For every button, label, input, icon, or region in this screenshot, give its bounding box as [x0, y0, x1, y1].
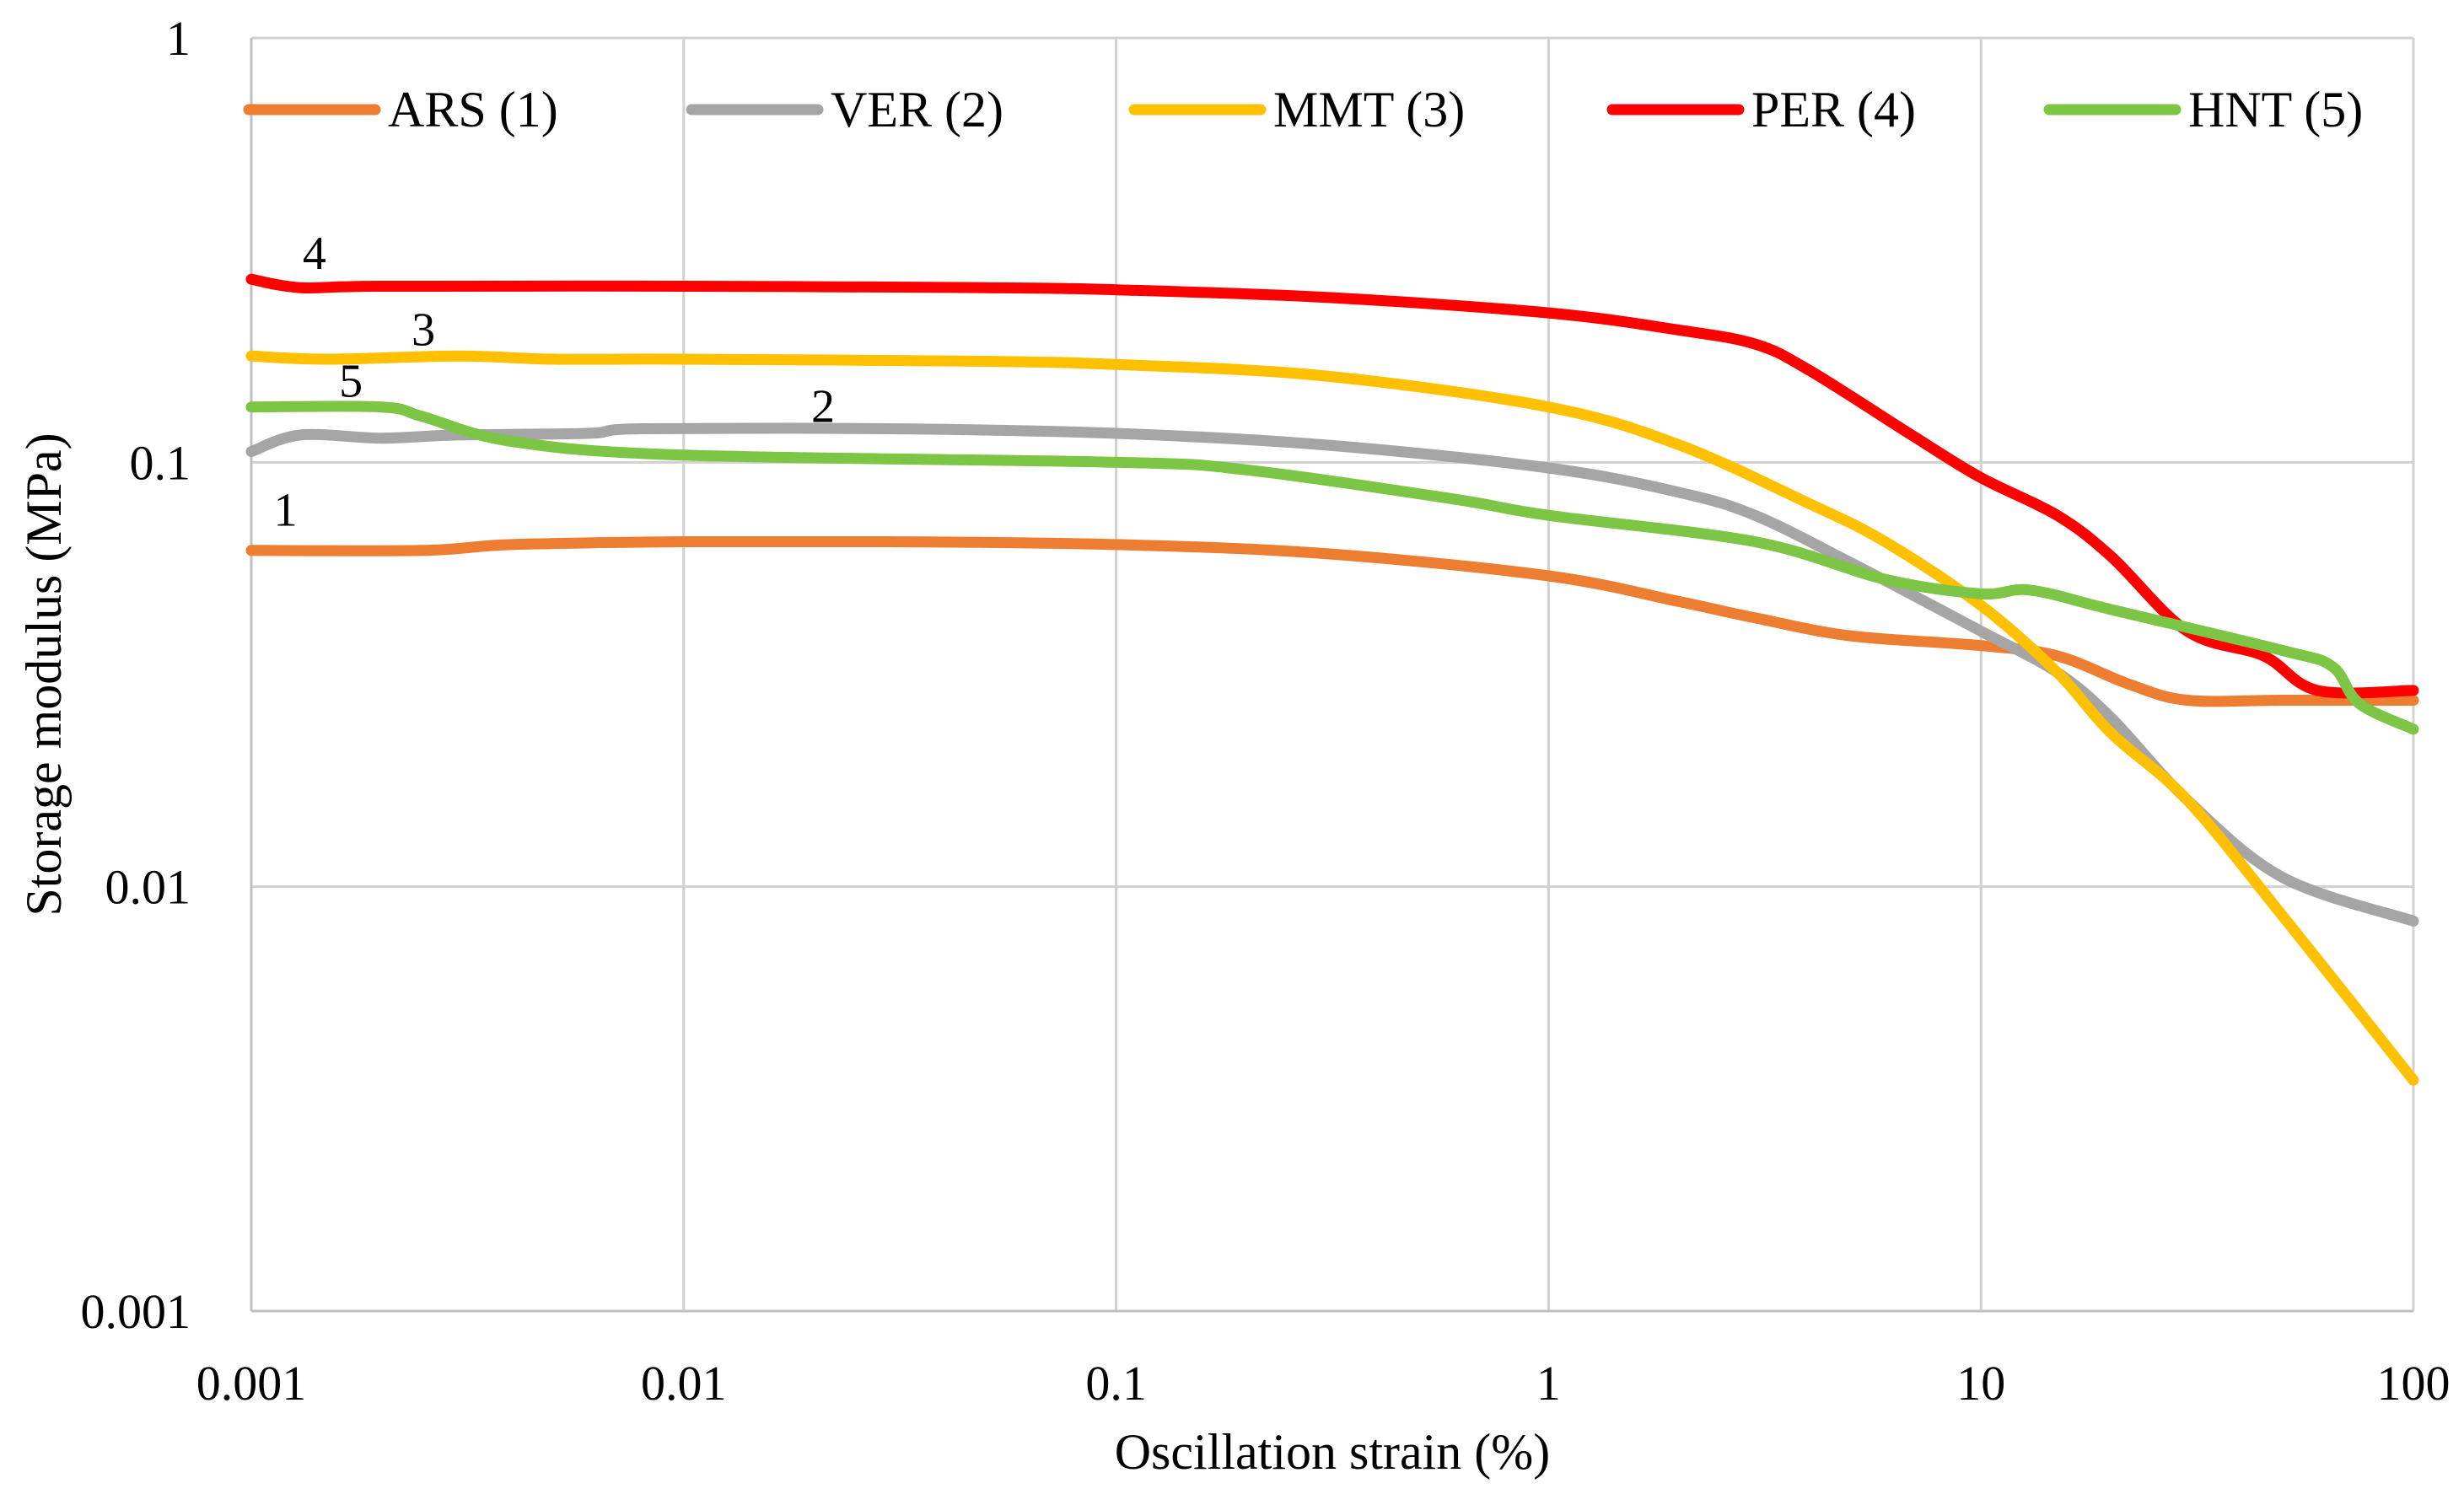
x-tick-label: 0.001	[196, 1356, 307, 1411]
x-tick-label: 0.1	[1085, 1356, 1147, 1411]
y-tick-label: 0.001	[81, 1284, 191, 1339]
series-number-label: 4	[303, 228, 326, 280]
series-line-ver	[245, 422, 2419, 927]
series-number-label: 3	[412, 304, 435, 356]
series-line-ars	[245, 535, 2419, 707]
legend-item: ARS (1)	[243, 82, 558, 137]
x-tick-label: 1	[1536, 1356, 1561, 1411]
x-tick-label: 100	[2377, 1356, 2451, 1411]
series-line-per	[245, 273, 2419, 699]
x-tick-label: 0.01	[641, 1356, 727, 1411]
legend-label: PER (4)	[1751, 82, 1916, 137]
axes: 0.001 0.01 0.1 1 10 100 0.001 0.01 0.1 1	[81, 11, 2451, 1411]
grid-lines	[250, 36, 2415, 1313]
series-number-label: 5	[339, 356, 363, 408]
y-tick-label: 0.1	[130, 435, 191, 490]
series-line-hnt	[245, 400, 2419, 735]
series-number-labels: 4 35 2 1	[274, 228, 835, 536]
series-number-label: 2	[811, 381, 835, 433]
legend-item: VER (2)	[686, 82, 1003, 137]
legend-item: PER (4)	[1606, 82, 1916, 137]
legend-label: VER (2)	[831, 82, 1003, 137]
x-tick-label: 10	[1956, 1356, 2005, 1411]
data-series	[245, 273, 2419, 1086]
y-axis-title: Storage modulus (MPa)	[16, 433, 72, 916]
x-axis-title: Oscillation strain (%)	[1115, 1424, 1551, 1480]
y-tick-label: 1	[166, 11, 191, 66]
legend-item: HNT (5)	[2043, 82, 2363, 137]
legend: ARS (1) VER (2) MMT (3) PER (4) HNT (5)	[243, 82, 2363, 137]
legend-label: HNT (5)	[2188, 82, 2363, 137]
y-tick-label: 0.01	[105, 860, 191, 915]
legend-label: ARS (1)	[388, 82, 558, 137]
series-line-mmt	[245, 350, 2419, 1086]
series-number-label: 1	[274, 484, 298, 536]
legend-label: MMT (3)	[1273, 82, 1465, 137]
legend-item: MMT (3)	[1128, 82, 1465, 137]
